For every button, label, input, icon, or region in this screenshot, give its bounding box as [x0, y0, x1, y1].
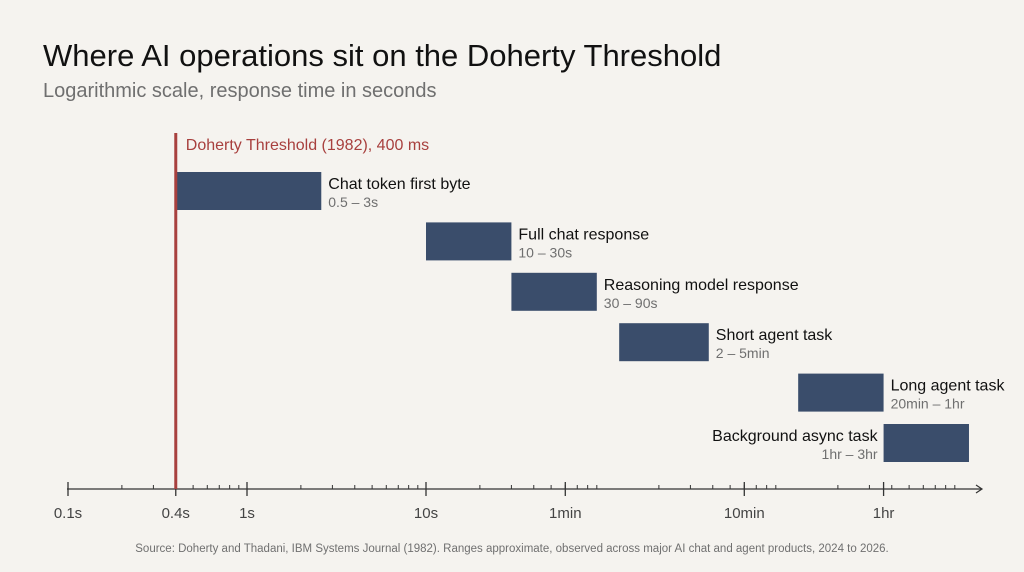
bar-range-label: 2 – 5min [716, 345, 770, 361]
tick-label: 10min [724, 505, 765, 522]
bar-name-label: Chat token first byte [328, 176, 470, 193]
range-bar [511, 272, 597, 311]
bar-range-label: 30 – 90s [604, 295, 658, 311]
range-bar [619, 323, 709, 362]
bar-range-label: 1hr – 3hr [822, 446, 878, 462]
major-ticks: 0.1s 0.4s 1s 10s 1min 10min 1hr [54, 482, 895, 522]
bar-name-label: Short agent task [716, 327, 834, 344]
source-note: Source: Doherty and Thadani, IBM Systems… [135, 543, 889, 555]
chart-title: Where AI operations sit on the Doherty T… [43, 38, 722, 73]
tick-label: 1hr [873, 505, 895, 522]
tick-label: 10s [414, 505, 438, 522]
x-axis-arrow-icon [975, 484, 984, 494]
range-bar [883, 424, 969, 462]
tick-label: 1min [549, 505, 582, 522]
bar-name-label: Reasoning model response [604, 277, 799, 294]
range-bar [426, 222, 512, 261]
bar-name-label: Background async task [712, 428, 878, 445]
bar-range-label: 0.5 – 3s [328, 194, 378, 210]
range-bar [175, 172, 322, 210]
doherty-threshold-label: Doherty Threshold (1982), 400 ms [186, 137, 429, 154]
tick-label: 0.1s [54, 505, 82, 522]
bar-range-label: 20min – 1hr [891, 396, 965, 412]
bar-name-label: Full chat response [518, 226, 649, 243]
bar-range-label: 10 – 30s [518, 244, 572, 260]
minor-ticks [121, 485, 956, 489]
bar-name-label: Long agent task [891, 378, 1006, 395]
tick-label: 1s [239, 505, 255, 522]
range-bar [798, 373, 884, 412]
chart-subtitle: Logarithmic scale, response time in seco… [43, 80, 437, 102]
tick-label: 0.4s [162, 505, 190, 522]
